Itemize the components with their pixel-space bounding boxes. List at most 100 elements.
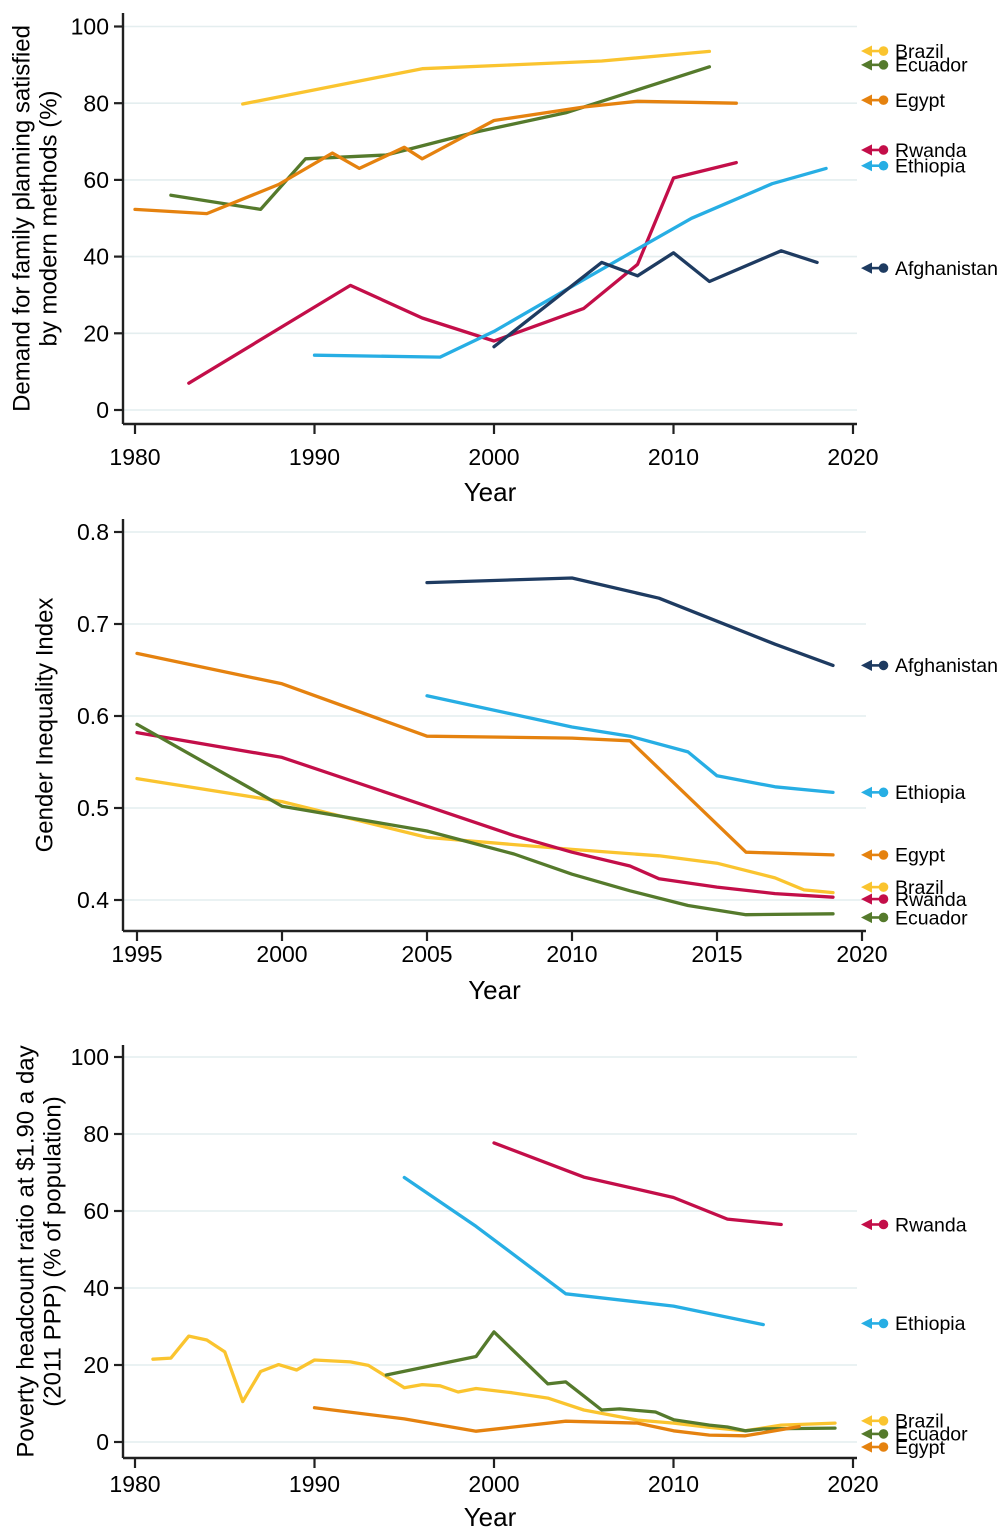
legend-arrow-icon	[861, 1441, 872, 1453]
legend-arrow-icon	[861, 659, 872, 671]
legend-entry-ethiopia: Ethiopia	[861, 156, 966, 178]
legend-dot-icon	[878, 60, 889, 70]
y-tick-label: 40	[83, 244, 109, 270]
chart-panel-2: 0.4 0.5 0.6 0.7 0.8 1995 2000 2005 2010 2015 2020 Y…	[31, 519, 998, 1005]
legend-arrow-icon	[861, 160, 872, 172]
legend-arrow-icon	[861, 893, 872, 905]
y-tick-label: 0.8	[77, 519, 109, 545]
x-axis-title: Year	[468, 975, 521, 1005]
series-line-afghanistan	[425, 576, 835, 668]
legend-dot-icon	[878, 787, 889, 798]
legend-dot-icon	[878, 1429, 889, 1439]
legend-dot-icon	[878, 1442, 889, 1452]
legend-dot-icon	[878, 160, 889, 171]
legend-arrow-icon	[861, 1428, 872, 1440]
series-line-ecuador	[384, 1330, 837, 1433]
legend-entry-ethiopia: Ethiopia	[861, 782, 966, 804]
legend-dot-icon	[878, 263, 889, 273]
y-tick-label: 100	[71, 14, 109, 40]
series-line-egypt	[135, 651, 835, 857]
series-line-ecuador	[169, 65, 712, 212]
y-tick-label: 0.4	[77, 887, 109, 913]
legend-label: Ecuador	[895, 1424, 968, 1446]
legend-entry-ecuador: Ecuador	[861, 907, 968, 929]
x-tick-label: 2010	[648, 1471, 699, 1497]
legend-dot-icon	[878, 1219, 889, 1230]
legend-label: Egypt	[895, 1437, 945, 1459]
x-tick-label: 1990	[289, 1471, 340, 1497]
legend-label: Afghanistan	[895, 258, 998, 280]
y-axis-title: by modern methods (%)	[35, 90, 62, 346]
y-axis-title: Demand for family planning satisfied	[8, 25, 35, 412]
x-tick-label: 1990	[289, 444, 340, 470]
legend-entry-ecuador: Ecuador	[861, 1424, 968, 1446]
legend-arrow-icon	[861, 881, 872, 893]
legend-entry-egypt: Egypt	[861, 845, 945, 867]
legend-label: Brazil	[895, 877, 944, 899]
y-tick-label: 80	[83, 1121, 109, 1147]
y-tick-label: 0.6	[77, 703, 109, 729]
legend-label: Ethiopia	[895, 1313, 966, 1335]
series-line-ecuador	[135, 722, 835, 917]
legend-label: Afghanistan	[895, 655, 998, 677]
x-tick-label: 2010	[546, 941, 597, 967]
legend-dot-icon	[878, 145, 889, 155]
legend-entry-ecuador: Ecuador	[861, 55, 968, 77]
y-axis-title: (2011 PPP) (% of population)	[39, 1096, 66, 1406]
x-tick-label: 2020	[827, 1471, 878, 1497]
legend-arrow-icon	[861, 786, 872, 798]
x-tick-label: 1980	[109, 1471, 160, 1497]
legend-entry-egypt: Egypt	[861, 90, 945, 112]
legend-label: Rwanda	[895, 889, 967, 911]
series-line-egypt	[312, 1406, 801, 1438]
x-tick-label: 2000	[468, 444, 519, 470]
y-axis-title: Gender Inequality Index	[31, 598, 58, 853]
y-tick-label: 0.7	[77, 611, 109, 637]
y-axis-title: Poverty headcount ratio at $1.90 a day	[12, 1045, 39, 1457]
legend-arrow-icon	[861, 1415, 872, 1427]
legend-label: Brazil	[895, 1411, 944, 1433]
legend-arrow-icon	[861, 144, 872, 156]
legend-arrow-icon	[861, 45, 872, 57]
legend-dot-icon	[878, 660, 889, 671]
legend-entry-afghanistan: Afghanistan	[861, 258, 998, 280]
legend-arrow-icon	[861, 1218, 872, 1231]
x-tick-label: 1995	[111, 941, 162, 967]
legend-dot-icon	[878, 882, 889, 892]
legend-label: Ethiopia	[895, 156, 966, 178]
legend-entry-rwanda: Rwanda	[861, 1214, 967, 1236]
legend-arrow-icon	[861, 911, 872, 924]
x-tick-label: 2000	[256, 941, 307, 967]
legend-entry-ethiopia: Ethiopia	[861, 1313, 966, 1335]
legend-label: Rwanda	[895, 140, 967, 162]
series-line-afghanistan	[492, 249, 819, 349]
y-tick-label: 0	[96, 397, 109, 423]
legend-dot-icon	[878, 850, 889, 860]
series-line-brazil	[151, 1334, 837, 1433]
legend-entry-afghanistan: Afghanistan	[861, 655, 998, 677]
legend-label: Ecuador	[895, 907, 968, 929]
y-tick-label: 20	[83, 320, 109, 346]
legend-dot-icon	[878, 46, 889, 56]
series-line-rwanda	[135, 730, 835, 899]
legend-label: Egypt	[895, 845, 945, 867]
legend-dot-icon	[878, 1318, 889, 1329]
x-tick-label: 2010	[648, 444, 699, 470]
x-tick-label: 2020	[836, 941, 887, 967]
legend-entry-brazil: Brazil	[861, 877, 944, 899]
legend-dot-icon	[878, 894, 889, 904]
legend-entry-rwanda: Rwanda	[861, 140, 967, 162]
legend-arrow-icon	[861, 849, 872, 861]
legend-arrow-icon	[861, 262, 872, 274]
x-axis-title: Year	[464, 477, 517, 507]
series-line-egypt	[133, 99, 738, 216]
y-tick-label: 100	[71, 1044, 109, 1070]
y-tick-label: 60	[83, 167, 109, 193]
x-tick-label: 1980	[109, 444, 160, 470]
legend-entry-rwanda: Rwanda	[861, 889, 967, 911]
legend-label: Ethiopia	[895, 782, 966, 804]
legend-entry-brazil: Brazil	[861, 1411, 944, 1433]
x-tick-label: 2000	[468, 1471, 519, 1497]
